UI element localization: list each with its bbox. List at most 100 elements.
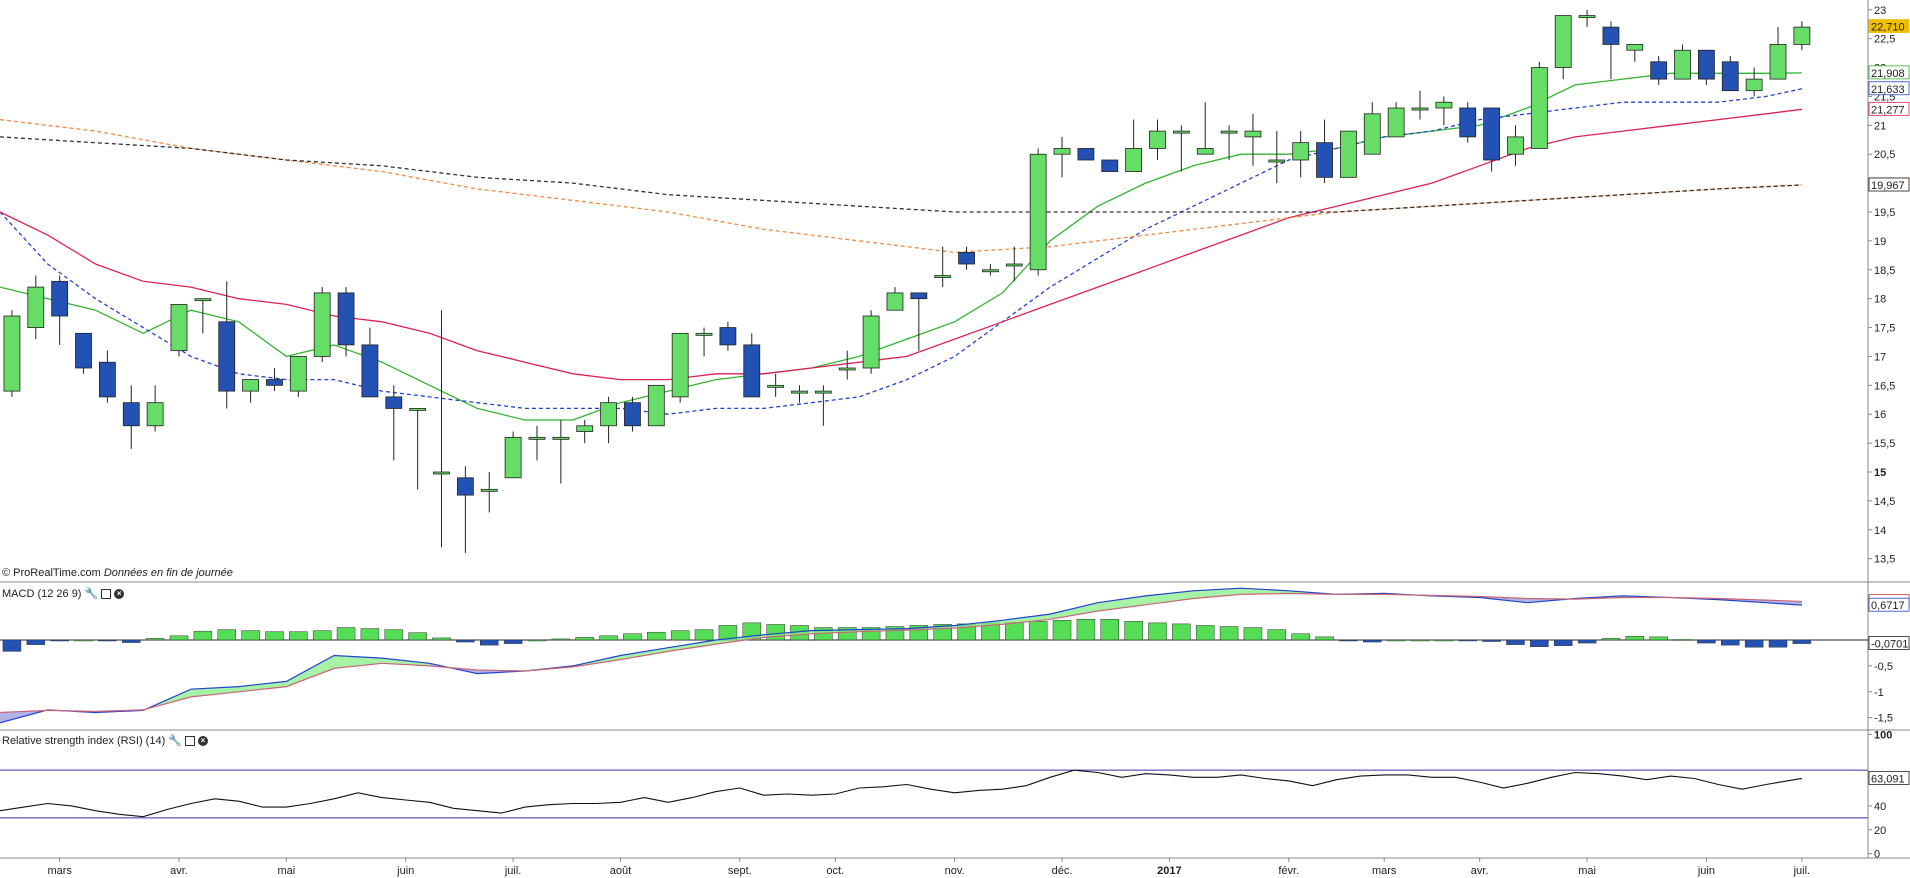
macd-histogram-bar	[1386, 639, 1406, 642]
rsi-tick-label: 100	[1874, 729, 1892, 741]
candle-body	[480, 488, 498, 492]
close-icon[interactable]: ×	[114, 588, 125, 599]
macd-histogram-bar	[1410, 639, 1430, 642]
candle-body	[958, 252, 975, 265]
candle-body	[671, 332, 689, 398]
price-tick-label: 13,5	[1874, 554, 1895, 566]
macd-title: MACD (12 26 9)	[2, 587, 82, 600]
candle-body	[51, 280, 69, 317]
price-tick-label: 21	[1874, 120, 1886, 132]
macd-histogram-bar	[1553, 639, 1573, 646]
candle-body	[504, 436, 522, 479]
candle-body	[743, 344, 761, 398]
candle-body	[1101, 159, 1119, 172]
candle-body	[361, 344, 379, 398]
candle-body	[1793, 26, 1811, 45]
credit-source: © ProRealTime.com	[2, 567, 101, 579]
price-value-tag	[1868, 101, 1910, 116]
macd-histogram-bar	[1768, 639, 1788, 648]
macd-signal-fill	[1241, 588, 1289, 595]
candle-body	[1292, 142, 1310, 161]
macd-histogram-bar	[312, 630, 332, 641]
macd-signal-fill	[763, 630, 812, 638]
macd-histogram-bar	[1315, 636, 1334, 641]
x-tick-label: juil.	[504, 865, 522, 877]
price-tick-label: 19,5	[1874, 207, 1895, 219]
macd-histogram-bar	[1195, 625, 1215, 641]
macd-signal-fill	[190, 686, 239, 697]
x-tick-label: mai	[278, 865, 296, 877]
macd-histogram-bar	[1673, 639, 1692, 641]
candle-body	[862, 315, 880, 369]
rsi-line	[0, 769, 1802, 818]
candle-body	[3, 315, 21, 392]
macd-histogram-bar	[1291, 633, 1310, 641]
close-icon[interactable]: ×	[197, 735, 208, 746]
x-tick-label: 2017	[1157, 865, 1181, 877]
candle-body	[242, 379, 259, 392]
macd-value-tag-label: -0,0701	[1871, 639, 1908, 651]
candle-body	[1769, 44, 1787, 80]
macd-histogram-bar	[694, 629, 714, 641]
candle-body	[1172, 130, 1190, 134]
candle-body	[600, 402, 617, 427]
rsi-panel-header: Relative strength index (RSI) (14) 🔧 ×	[2, 734, 208, 747]
price-tick-label: 19	[1874, 236, 1886, 248]
price-tick-label: 18	[1874, 294, 1886, 306]
macd-histogram-bar	[217, 629, 236, 641]
macd-histogram-bar	[1028, 621, 1048, 641]
macd-signal-fill	[238, 681, 287, 692]
wrench-icon[interactable]: 🔧	[84, 588, 99, 600]
macd-histogram-bar	[384, 629, 404, 641]
macd-histogram-bar	[1005, 622, 1024, 641]
candle-body	[814, 390, 832, 394]
macd-histogram-bar	[145, 638, 165, 641]
candle-body	[433, 471, 450, 475]
price-tick-label: 15,5	[1874, 438, 1895, 450]
candle-body	[719, 327, 737, 346]
macd-histogram-bar	[1697, 639, 1716, 644]
candle-body	[1507, 136, 1524, 155]
candle-body	[289, 356, 307, 392]
macd-histogram-bar	[1052, 620, 1072, 641]
macd-signal-fill	[1050, 602, 1098, 620]
macd-signal-fill	[334, 655, 382, 669]
x-tick-label: déc.	[1052, 865, 1073, 877]
x-tick-label: sept.	[728, 865, 752, 877]
maximize-icon[interactable]	[184, 735, 195, 746]
price-tick-label: 14	[1874, 525, 1886, 537]
macd-signal-fill	[1002, 614, 1051, 625]
price-value-tag-label: 19,967	[1871, 180, 1905, 192]
candle-body	[1530, 67, 1548, 149]
macd-histogram-bar	[432, 637, 451, 641]
maximize-icon[interactable]	[101, 588, 112, 599]
macd-value-tag-label: 0,6717	[1871, 600, 1905, 612]
macd-histogram-bar	[2, 639, 22, 652]
candle-body	[1483, 107, 1501, 161]
x-tick-label: mars	[1372, 865, 1397, 877]
x-tick-label: avr.	[1471, 865, 1489, 877]
candle-body	[1554, 15, 1572, 68]
candle-body	[934, 275, 952, 278]
candle-body	[98, 361, 116, 398]
candle-body	[266, 379, 283, 386]
candle-body	[146, 402, 164, 427]
macd-histogram-bar	[1506, 639, 1525, 645]
price-value-tag	[1868, 177, 1910, 192]
macd-histogram-bar	[1625, 636, 1645, 641]
price-tick-label: 17,5	[1874, 323, 1895, 335]
candle-body	[1149, 130, 1166, 149]
macd-panel-header: MACD (12 26 9) 🔧 ×	[2, 587, 125, 600]
candle-body	[313, 292, 331, 357]
candle-body	[1387, 107, 1405, 138]
macd-histogram-bar	[1148, 622, 1167, 641]
x-tick-label: mai	[1578, 865, 1596, 877]
wrench-icon[interactable]: 🔧	[168, 735, 182, 747]
x-tick-label: juin	[396, 865, 414, 877]
macd-histogram-bar	[1601, 638, 1621, 641]
macd-signal-fill	[954, 620, 1003, 629]
rsi-value-tag-label: 63,091	[1871, 773, 1905, 785]
candle-body	[1674, 49, 1691, 80]
candle-body	[1698, 49, 1715, 80]
macd-histogram-bar	[1363, 639, 1382, 643]
